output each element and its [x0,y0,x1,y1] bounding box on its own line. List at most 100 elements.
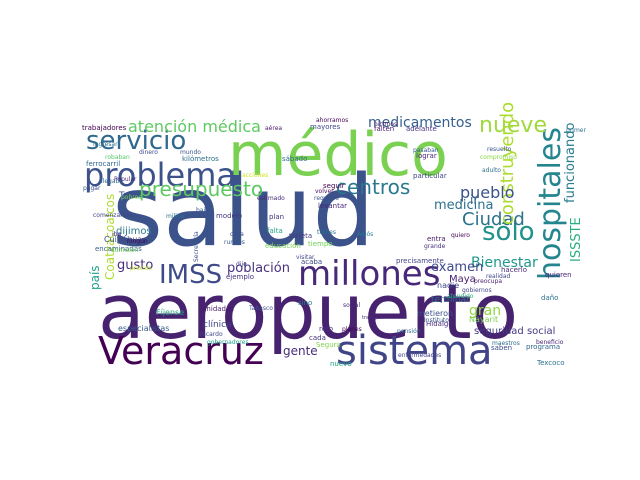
word-nadie: nadie [437,281,459,290]
word-gobiernos: gobiernos [462,287,492,294]
word-quieren: quieren [545,271,572,279]
word-estimado: estimado [257,195,285,202]
word-terminar: terminar [431,295,470,305]
word-beneficio: beneficio [536,339,564,346]
word-aerea: aérea [265,125,282,132]
word-tarjeta: tarjeta [289,232,312,240]
word-nayarit: Nayarit [469,315,498,324]
word-clinica: clínica [203,320,232,330]
word-hospitales: hospitales [533,127,568,280]
word-metieron: metieron [417,309,453,318]
word-medicina: medicina [434,198,494,213]
word-pagar: pagar [83,185,101,192]
word-medicamentos: medicamentos [368,115,472,131]
word-ingresar: ingresar [93,141,118,148]
word-fijense: Fíjense [156,308,184,317]
word-gran: gran [469,303,501,319]
word-llegaba: llegaba [101,178,123,185]
word-adulto: adulto [482,167,501,174]
word-dije: dije [236,261,247,268]
word-adios: Adiós [357,231,373,238]
word-cada: cada [309,334,326,342]
word-dano: daño [541,294,558,302]
word-modelo: modelo [216,212,242,220]
word-seguir: seguir [323,182,345,190]
word-servicio: servicio [86,126,186,156]
word-ningun: ningún [127,238,148,245]
word-ferrocarril: ferrocarril [86,160,120,168]
word-comenzamos: comenzamos [93,212,133,219]
word-centros: centros [336,175,410,199]
word-saben: saben [491,344,512,352]
word-kilometros: kilómetros [182,155,219,163]
word-falta: falta [267,227,283,235]
word-plan: plan [269,213,284,221]
word-ahorramos: ahorramos [316,117,348,124]
word-quiero: quiero [451,232,470,239]
word-gobernadores: gobernadores [207,339,248,346]
word-especialistas: especialistas [118,324,169,333]
word-hacerlo: hacerlo [501,266,527,274]
word-maestros: maestros [492,340,520,347]
word-construyendo: construyendo [497,102,518,225]
word-imss: IMSS [159,260,222,290]
word-militar: militar [166,213,186,220]
word-ir: ir [470,193,478,207]
word-tiempo: tiempo [308,240,333,248]
word-tren: Tren [118,191,138,201]
word-gente: gente [283,344,318,358]
word-programa: programa [526,343,560,351]
word-primer: primer [566,127,586,134]
word-iba: iba [112,231,121,238]
word-ciudad: Ciudad [462,209,525,230]
word-reto: reto [319,325,333,333]
word-volver: volver [315,188,334,195]
word-enfermedades: enfermedades [398,352,441,359]
word-precios: precios [130,265,152,272]
word-falten: falten [374,125,394,133]
word-compromiso: compromiso [480,154,517,161]
word-precisamente: precisamente [396,257,444,265]
word-adelante: adelante [406,125,437,133]
word-trabajadores: trabajadores [82,124,127,132]
word-sistema: sistema [336,328,493,374]
word-solo: sólo [482,217,535,247]
word-presupuesto: presupuesto [139,177,263,201]
word-social: social [343,302,360,309]
word-levantar: levantar [318,202,347,210]
word-gusto: gusto [117,258,153,273]
word-planes: planes [342,326,362,333]
word-ejemplo: ejemplo [226,273,254,281]
word-segura: Segura [316,341,341,349]
word-mayores: mayores [310,123,341,131]
word-pasaban: pasaban [413,147,439,154]
word-trabajan: trabajan [362,315,383,321]
word-educacion: educación [265,242,301,250]
word-pais: país [88,265,102,290]
word-realidad: realidad [486,273,511,280]
word-acaba: acaba [301,258,322,266]
word-particular: particular [413,172,447,180]
word-hidalgo: Hidalgo [426,320,453,328]
word-atendido: atendido [447,293,474,300]
word-dijimos: dijimos [116,226,152,237]
word-coatzacoalcos: Coatzacoalcos [103,194,117,280]
word-sino: sino [298,299,312,307]
word-nuevo: nuevo [330,360,352,368]
word-medico: médico [228,120,448,190]
word-grande: grande [424,243,446,250]
word-secretaria: Secretaría [193,231,200,262]
word-pobres: pobres [121,194,141,201]
word-seguridad-social: seguridad social [474,326,555,337]
word-cosa: cosa [230,231,244,238]
word-dinero: dinero [139,149,158,156]
word-lograr: lograr [416,152,437,160]
word-funcionando: funcionando [563,123,578,203]
word-resuelto: resuelto [487,146,512,153]
word-aeropuerto: aeropuerto [98,267,518,356]
word-issste: ISSSTE [569,217,584,262]
word-popular: Popular [114,176,137,183]
word-salud: salud [112,155,375,269]
word-instituto: Instituto [424,317,449,324]
